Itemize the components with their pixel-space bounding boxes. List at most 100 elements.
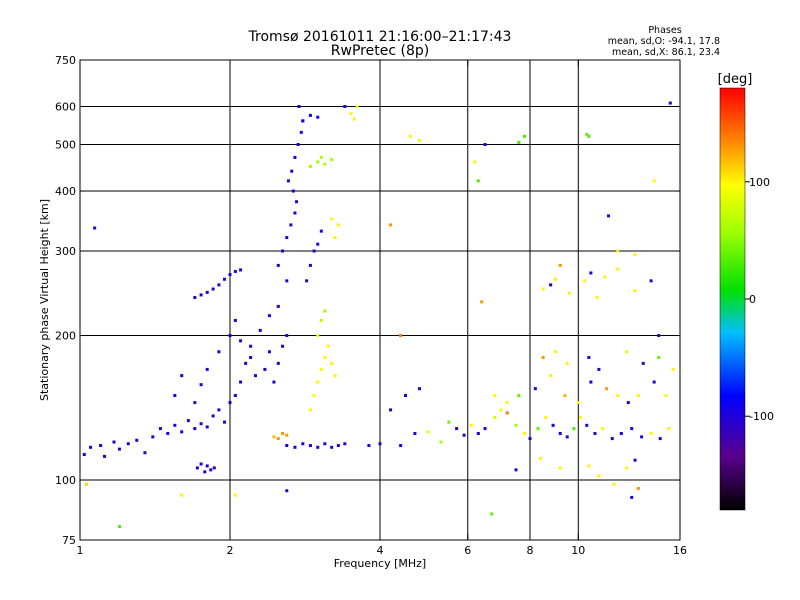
data-point	[301, 119, 305, 123]
y-tick-label: 200	[55, 330, 76, 343]
data-point	[217, 350, 221, 354]
data-point	[352, 117, 356, 121]
colorbar-unit-label: [deg]	[718, 72, 753, 87]
data-point	[84, 482, 88, 486]
data-point	[399, 444, 403, 448]
data-point	[173, 394, 177, 398]
data-point	[223, 420, 227, 424]
data-point	[607, 214, 611, 218]
data-point	[625, 466, 629, 470]
data-point	[205, 367, 209, 371]
data-point	[626, 401, 630, 405]
data-point	[253, 374, 257, 378]
y-tick-label: 100	[55, 474, 76, 487]
data-point	[285, 279, 289, 283]
colorbar-ticks: 100 0 -100	[745, 176, 774, 423]
data-point	[476, 179, 480, 183]
data-point	[228, 334, 232, 338]
x-tick-label: 1	[77, 544, 84, 557]
data-point	[572, 427, 576, 431]
data-point	[616, 267, 620, 271]
data-point	[166, 432, 170, 436]
data-point	[664, 394, 668, 398]
data-point	[333, 374, 337, 378]
data-point	[193, 401, 197, 405]
colorbar-tick-label: 0	[749, 293, 756, 306]
data-point	[319, 229, 323, 233]
data-point	[636, 394, 640, 398]
data-point	[211, 287, 215, 291]
data-point	[272, 380, 276, 384]
data-point	[403, 394, 407, 398]
data-point	[239, 268, 243, 272]
data-point	[483, 143, 487, 147]
data-point	[233, 318, 237, 322]
data-point	[336, 223, 340, 227]
data-point	[249, 355, 253, 359]
data-point	[295, 200, 299, 204]
data-point	[612, 482, 616, 486]
data-point	[417, 138, 421, 142]
data-point	[587, 355, 591, 359]
data-point	[330, 217, 334, 221]
data-point	[597, 367, 601, 371]
data-point	[667, 427, 671, 431]
data-point	[291, 189, 295, 193]
data-point	[211, 414, 215, 418]
data-point	[223, 277, 227, 281]
data-point	[99, 444, 103, 448]
data-point	[199, 422, 203, 426]
data-point	[593, 432, 597, 436]
data-point	[558, 263, 562, 267]
data-point	[567, 291, 571, 295]
data-point	[657, 334, 661, 338]
data-point	[367, 444, 371, 448]
data-point	[652, 179, 656, 183]
data-point	[349, 112, 353, 116]
data-point	[413, 432, 417, 436]
data-point	[553, 350, 557, 354]
data-point	[293, 155, 297, 159]
data-point	[285, 433, 289, 437]
data-point	[281, 432, 285, 436]
data-point	[499, 408, 503, 412]
x-tick-label: 16	[673, 544, 687, 557]
data-point	[517, 140, 521, 144]
data-point	[333, 236, 337, 240]
data-point	[239, 339, 243, 343]
x-tick-label: 6	[464, 544, 471, 557]
data-point	[585, 423, 589, 427]
data-point	[249, 344, 253, 348]
colorbar-tick-label: 100	[749, 176, 770, 189]
data-point	[585, 132, 589, 136]
data-point	[633, 253, 637, 257]
data-point	[199, 462, 203, 466]
y-axis-label: Stationary phase Virtual Height [km]	[38, 199, 51, 401]
data-point	[439, 440, 443, 444]
data-point	[297, 105, 301, 109]
data-point	[143, 451, 147, 455]
data-point	[389, 223, 393, 227]
data-point	[473, 160, 477, 164]
data-point	[285, 236, 289, 240]
data-point	[541, 287, 545, 291]
data-point	[316, 334, 320, 338]
data-point	[205, 290, 209, 294]
data-point	[539, 456, 543, 460]
data-points	[82, 101, 675, 529]
data-point	[323, 162, 327, 166]
data-point	[281, 249, 285, 253]
data-point	[267, 314, 271, 318]
y-tick-label: 400	[55, 185, 76, 198]
data-point	[480, 300, 484, 304]
data-point	[82, 453, 86, 457]
data-point	[605, 387, 609, 391]
data-point	[649, 279, 653, 283]
data-point	[587, 134, 591, 138]
data-point	[417, 387, 421, 391]
y-tick-label: 500	[55, 139, 76, 152]
data-point	[603, 275, 607, 279]
data-point	[212, 466, 216, 470]
data-point	[455, 427, 459, 431]
